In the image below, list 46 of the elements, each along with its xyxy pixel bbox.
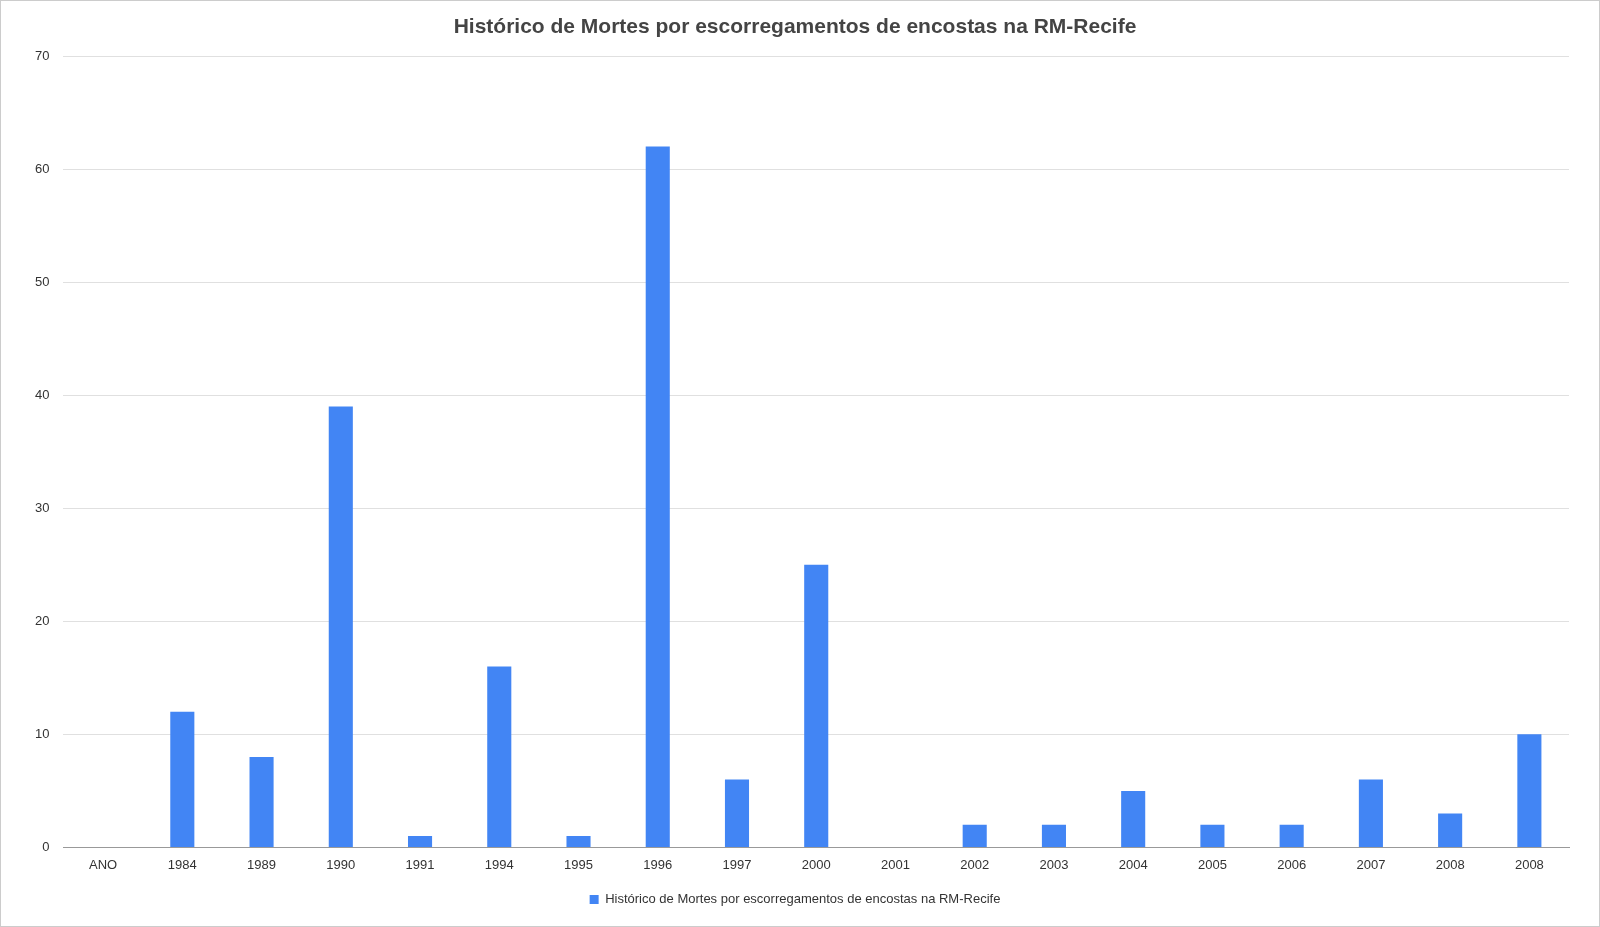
x-tick-label: 2008 (1514, 856, 1544, 872)
x-tick-label: 1991 (405, 856, 435, 872)
x-tick-label: 2007 (1356, 856, 1386, 872)
bar (1121, 790, 1146, 847)
bar (249, 756, 274, 847)
bar (804, 564, 829, 847)
chart-title: Histórico de Mortes por escorregamentos de encostas na RM-Recife (453, 14, 1137, 38)
bar (1358, 779, 1383, 847)
x-tick-label: 1984 (167, 856, 197, 872)
x-tick-label: 2002 (960, 856, 990, 872)
y-tick-label: 70 (34, 47, 50, 63)
x-tick-label: 1990 (326, 856, 356, 872)
y-tick-label: 10 (34, 725, 50, 741)
y-tick-label: 20 (34, 612, 50, 628)
bar (1517, 734, 1542, 847)
bar (407, 836, 433, 847)
x-tick-label: 2004 (1118, 856, 1148, 872)
bar (328, 406, 353, 847)
x-tick-label: 1989 (247, 856, 277, 872)
bar (1041, 824, 1066, 847)
x-tick-label: 1997 (722, 856, 752, 872)
bar (724, 779, 750, 847)
y-tick-label: 30 (34, 499, 50, 515)
y-tick-label: 50 (34, 273, 50, 289)
bar (487, 666, 512, 847)
x-tick-label: 2000 (801, 856, 831, 872)
bar (1200, 824, 1225, 847)
x-tick-label: 2001 (881, 856, 910, 872)
x-tick-label: 2008 (1435, 856, 1465, 872)
x-tick-label: ANO (88, 856, 118, 872)
x-tick-label: 2006 (1277, 856, 1307, 872)
x-tick-label: 1996 (643, 856, 673, 872)
bar (566, 836, 591, 847)
bar (962, 824, 987, 847)
x-tick-label: 2005 (1197, 856, 1227, 872)
bar (645, 146, 670, 847)
legend-label: Histórico de Mortes por escorregamentos de encostas na RM-Recife (605, 891, 1001, 907)
bar (1279, 824, 1304, 847)
bar (170, 711, 195, 847)
x-tick-label: 1994 (484, 856, 514, 872)
bar (1438, 813, 1463, 847)
y-tick-label: 40 (34, 386, 50, 402)
y-tick-label: 0 (42, 838, 50, 854)
x-tick-label: 2003 (1039, 856, 1069, 872)
x-tick-label: 1995 (564, 856, 593, 872)
y-tick-label: 60 (34, 160, 50, 176)
